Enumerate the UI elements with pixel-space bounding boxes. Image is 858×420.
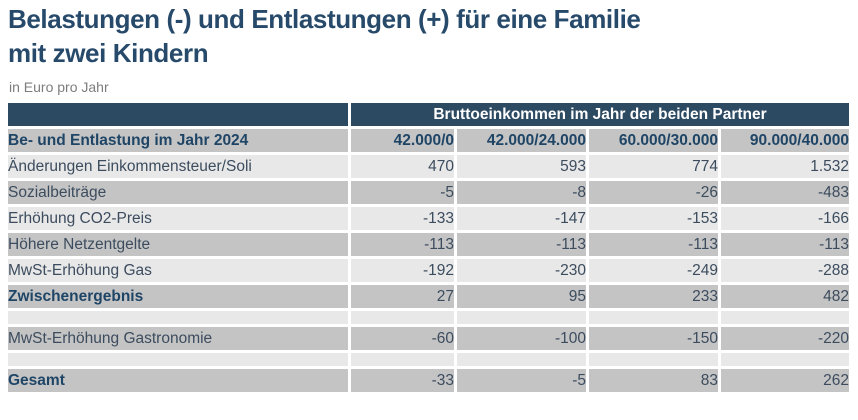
cell-value: -113 <box>457 233 586 256</box>
spacer-cell <box>721 353 850 366</box>
table-row: MwSt-Erhöhung Gastronomie -60 -100 -150 … <box>8 327 850 350</box>
table-row: MwSt-Erhöhung Gas -192 -230 -249 -288 <box>8 259 850 282</box>
group-header-spacer-cell <box>8 103 348 126</box>
cell-value: -230 <box>457 259 586 282</box>
cell-value: 262 <box>721 369 850 392</box>
row-label: MwSt-Erhöhung Gas <box>8 259 348 282</box>
page-title: Belastungen (-) und Entlastungen (+) für… <box>8 2 808 70</box>
spacer-cell <box>351 353 454 366</box>
cell-value: 593 <box>457 155 586 178</box>
spacer-cell <box>8 311 348 324</box>
cell-value: -100 <box>457 327 586 350</box>
row-label: Erhöhung CO2-Preis <box>8 207 348 230</box>
cell-value: -220 <box>721 327 850 350</box>
cell-value: 27 <box>351 285 454 308</box>
row-label: Höhere Netzentgelte <box>8 233 348 256</box>
total-row: Gesamt -33 -5 83 262 <box>8 369 850 392</box>
row-label: Sozialbeiträge <box>8 181 348 204</box>
cell-value: 1.532 <box>721 155 850 178</box>
cell-value: -150 <box>589 327 718 350</box>
cell-value: -113 <box>351 233 454 256</box>
column-header: 42.000/24.000 <box>457 129 586 152</box>
cell-value: -5 <box>457 369 586 392</box>
row-label: Änderungen Einkommensteuer/Soli <box>8 155 348 178</box>
column-header-row: Be- und Entlastung im Jahr 2024 42.000/0… <box>8 129 850 152</box>
spacer-cell <box>589 311 718 324</box>
cell-value: 83 <box>589 369 718 392</box>
group-header: Bruttoeinkommen im Jahr der beiden Partn… <box>351 103 850 126</box>
spacer-cell <box>457 311 586 324</box>
group-header-row: Bruttoeinkommen im Jahr der beiden Partn… <box>8 103 850 126</box>
spacer-row <box>8 311 850 324</box>
cell-value: 482 <box>721 285 850 308</box>
cell-value: -166 <box>721 207 850 230</box>
table-row: Änderungen Einkommensteuer/Soli 470 593 … <box>8 155 850 178</box>
subtitle-unit: in Euro pro Jahr <box>9 79 109 95</box>
table-row: Sozialbeiträge -5 -8 -26 -483 <box>8 181 850 204</box>
cell-value: -113 <box>589 233 718 256</box>
spacer-cell <box>721 311 850 324</box>
title-line-1: Belastungen (-) und Entlastungen (+) für… <box>8 4 641 34</box>
cell-value: 95 <box>457 285 586 308</box>
column-header: 90.000/40.000 <box>721 129 850 152</box>
column-header: 42.000/0 <box>351 129 454 152</box>
row-label: Gesamt <box>8 369 348 392</box>
cell-value: -249 <box>589 259 718 282</box>
column-header: 60.000/30.000 <box>589 129 718 152</box>
cell-value: -60 <box>351 327 454 350</box>
row-label: MwSt-Erhöhung Gastronomie <box>8 327 348 350</box>
cell-value: -153 <box>589 207 718 230</box>
table-row: Erhöhung CO2-Preis -133 -147 -153 -166 <box>8 207 850 230</box>
subtotal-row: Zwischenergebnis 27 95 233 482 <box>8 285 850 308</box>
spacer-cell <box>351 311 454 324</box>
cell-value: -26 <box>589 181 718 204</box>
cell-value: -113 <box>721 233 850 256</box>
cell-value: -133 <box>351 207 454 230</box>
cell-value: -8 <box>457 181 586 204</box>
cell-value: -5 <box>351 181 454 204</box>
spacer-cell <box>589 353 718 366</box>
cell-value: 774 <box>589 155 718 178</box>
spacer-row <box>8 353 850 366</box>
data-table: Bruttoeinkommen im Jahr der beiden Partn… <box>5 100 852 395</box>
cell-value: -483 <box>721 181 850 204</box>
cell-value: -147 <box>457 207 586 230</box>
cell-value: -33 <box>351 369 454 392</box>
corner-header: Be- und Entlastung im Jahr 2024 <box>8 129 348 152</box>
row-label: Zwischenergebnis <box>8 285 348 308</box>
table-row: Höhere Netzentgelte -113 -113 -113 -113 <box>8 233 850 256</box>
spacer-cell <box>8 353 348 366</box>
title-line-2: mit zwei Kindern <box>8 38 209 68</box>
cell-value: 470 <box>351 155 454 178</box>
cell-value: 233 <box>589 285 718 308</box>
spacer-cell <box>457 353 586 366</box>
cell-value: -192 <box>351 259 454 282</box>
cell-value: -288 <box>721 259 850 282</box>
